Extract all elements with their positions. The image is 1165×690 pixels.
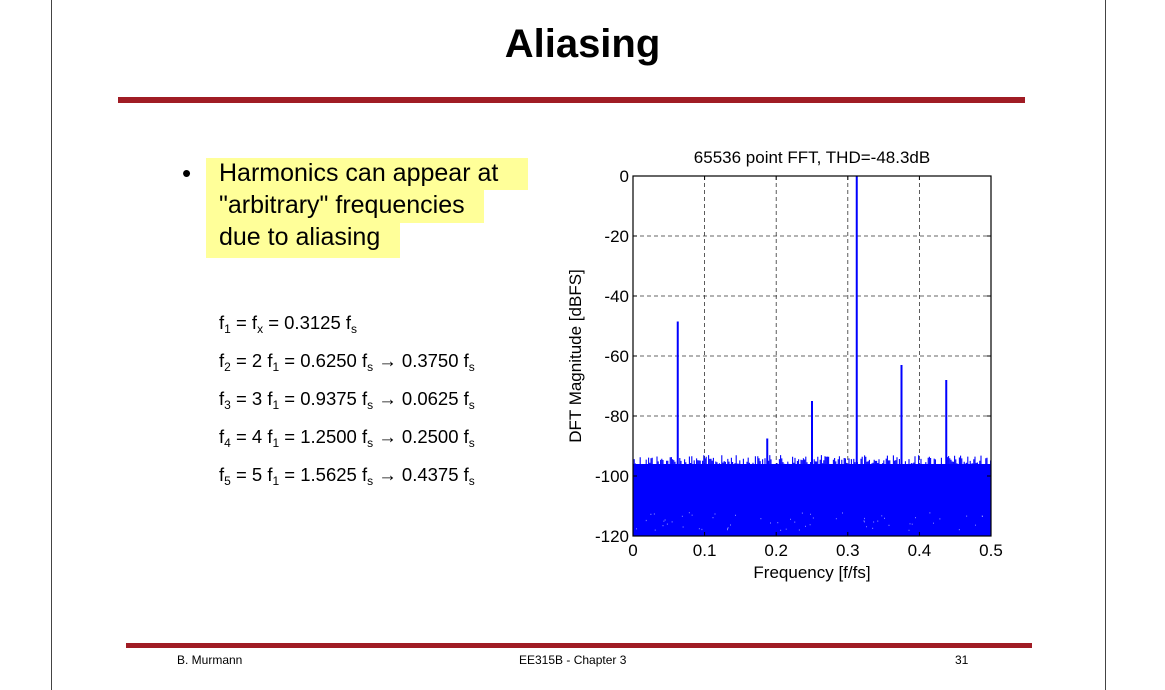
equation-part: x — [257, 322, 264, 336]
equation-part: s — [468, 360, 475, 374]
equation-part: s — [468, 398, 475, 412]
equation-part: = 0.3125 f — [263, 312, 352, 333]
equation-part: s — [367, 398, 374, 412]
noise-floor-fill — [633, 464, 991, 536]
equation-part: = 1.5625 f — [279, 464, 368, 485]
y-tick-label: -20 — [604, 227, 629, 246]
slide-title: Aliasing — [504, 22, 661, 66]
equation-part: 1 — [272, 398, 280, 412]
equation-part: f — [219, 464, 225, 485]
x-tick-label: 0.3 — [836, 541, 860, 560]
equation-part: = 3 f — [230, 388, 273, 409]
bullet-line-2: "arbitrary" frequencies — [219, 191, 465, 219]
bullet-line-1: Harmonics can appear at — [219, 159, 499, 187]
equation-part: 3 — [224, 398, 231, 412]
equation-part: 1 — [224, 322, 231, 336]
slide-left-edge — [51, 0, 52, 690]
bullet-marker: • — [182, 158, 192, 188]
equation-part: = 0.6250 f — [279, 350, 368, 371]
y-axis-label: DFT Magnitude [dBFS] — [566, 269, 585, 443]
title-divider — [118, 97, 1025, 103]
equation-part: s — [468, 474, 475, 488]
slide-right-edge — [1105, 0, 1106, 690]
equation-part: s — [468, 436, 475, 450]
equation-part: f — [219, 350, 225, 371]
equation-part: → 0.3750 f — [373, 350, 469, 371]
y-tick-label: -60 — [604, 347, 629, 366]
equation-part: = 1.2500 f — [279, 426, 368, 447]
equation-part: = 0.9375 f — [279, 388, 368, 409]
equation-part: 2 — [224, 360, 231, 374]
x-tick-label: 0.1 — [693, 541, 717, 560]
footer-course: EE315B - Chapter 3 — [519, 653, 627, 667]
equation-part: → 0.0625 f — [373, 388, 469, 409]
equation-part: 1 — [272, 474, 280, 488]
equation-line-3: f3 = 3 f1 = 0.9375 fs → 0.0625 fs — [219, 388, 475, 412]
y-tick-label: -40 — [604, 287, 629, 306]
y-tick-label: 0 — [620, 167, 629, 186]
equation-part: f — [219, 426, 225, 447]
equation-line-2: f2 = 2 f1 = 0.6250 fs → 0.3750 fs — [219, 350, 475, 374]
equation-part: 1 — [272, 360, 280, 374]
equation-part: f — [219, 388, 225, 409]
x-axis-label: Frequency [f/fs] — [753, 563, 870, 582]
equation-line-1: f1 = fx = 0.3125 fs — [219, 312, 358, 336]
y-tick-label: -120 — [595, 527, 629, 546]
footer-page-number: 31 — [955, 653, 969, 667]
noise-floor-texture — [636, 512, 983, 531]
footer-author: B. Murmann — [177, 653, 243, 667]
highlight-2 — [206, 190, 484, 223]
equation-part: f — [219, 312, 225, 333]
footer-divider — [126, 643, 1032, 648]
bullet-line-3: due to aliasing — [219, 223, 381, 251]
highlight-3 — [206, 223, 400, 258]
equation-part: s — [367, 360, 374, 374]
x-tick-label: 0 — [628, 541, 637, 560]
equation-line-4: f4 = 4 f1 = 1.2500 fs → 0.2500 fs — [219, 426, 475, 450]
highlight-1 — [206, 158, 528, 190]
equation-part: 1 — [272, 436, 280, 450]
equation-part: 4 — [224, 436, 231, 450]
y-tick-label: -100 — [595, 467, 629, 486]
equation-part: = f — [230, 312, 258, 333]
equation-part: s — [351, 322, 358, 336]
chart-title: 65536 point FFT, THD=-48.3dB — [694, 148, 930, 167]
equation-part: s — [367, 474, 374, 488]
equation-part: s — [367, 436, 374, 450]
x-tick-label: 0.4 — [908, 541, 932, 560]
equation-part: = 2 f — [230, 350, 273, 371]
x-tick-label: 0.5 — [979, 541, 1003, 560]
y-tick-label: -80 — [604, 407, 629, 426]
equation-part: = 4 f — [230, 426, 273, 447]
equation-part: 5 — [224, 474, 231, 488]
equation-part: → 0.2500 f — [373, 426, 469, 447]
equation-part: → 0.4375 f — [373, 464, 469, 485]
equation-part: = 5 f — [230, 464, 273, 485]
equation-line-5: f5 = 5 f1 = 1.5625 fs → 0.4375 fs — [219, 464, 475, 488]
x-tick-label: 0.2 — [764, 541, 788, 560]
